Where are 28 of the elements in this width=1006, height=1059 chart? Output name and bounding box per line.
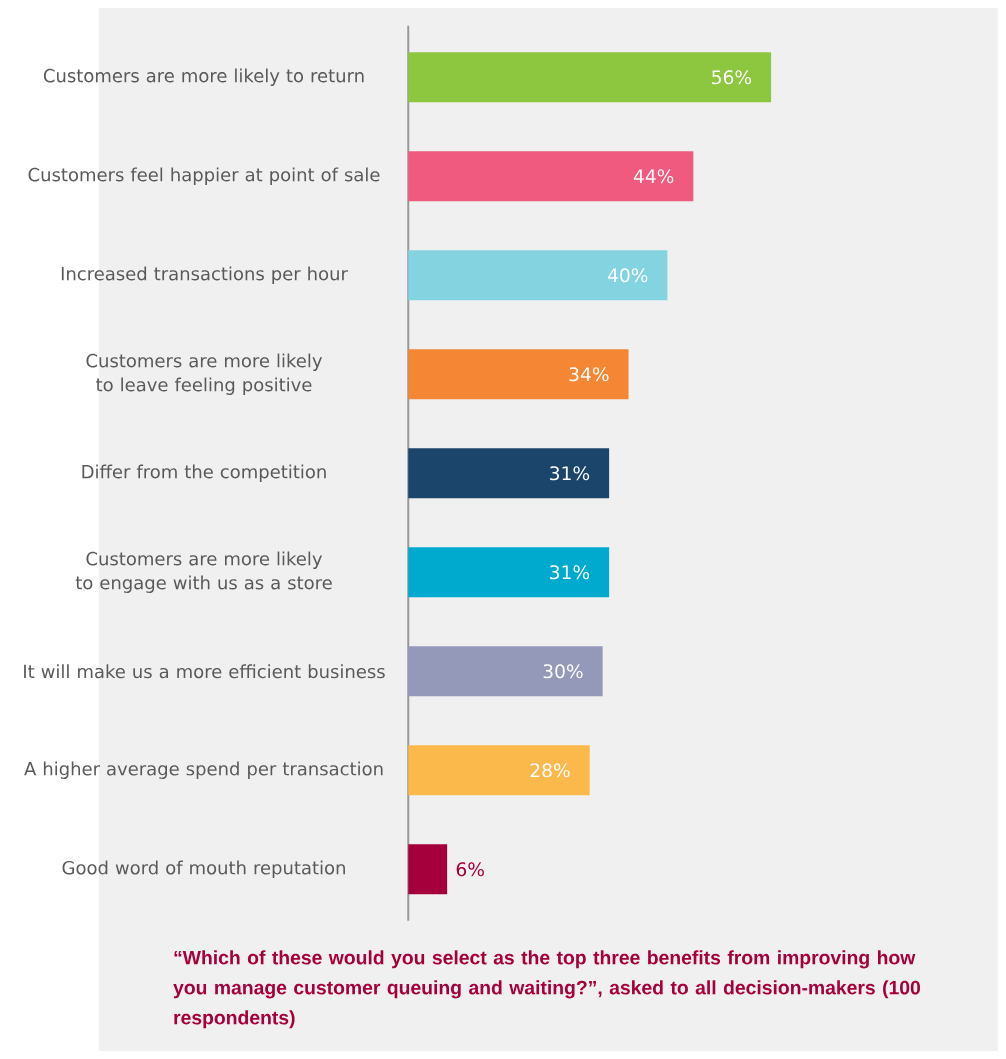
- data-label: 28%: [530, 763, 570, 778]
- text: “Which of these would you select as the top three benefits from improving how you manage customer queuing and waiting?”, asked to all decision-makers (100 respondents): [173, 950, 921, 1029]
- data-label: 30%: [543, 664, 583, 679]
- y-tick-label: Customers are more likely to leave feeling positive: [86, 353, 323, 395]
- y-tick-label: Customers feel happier at point of sale: [28, 167, 380, 185]
- y-tick-label: Customers are more likely to engage with us as a store: [75, 551, 332, 593]
- data-label: 56%: [712, 70, 752, 85]
- y-tick-label: Good word of mouth reputation: [62, 860, 346, 878]
- bar: [408, 448, 610, 499]
- data-label: 44%: [633, 169, 674, 184]
- y-tick-label: Customers are more likely to return: [44, 68, 364, 86]
- bar: [408, 844, 448, 895]
- bar: [408, 547, 610, 598]
- bar: [408, 349, 629, 400]
- data-label: 34%: [569, 367, 609, 382]
- bar: [408, 745, 590, 796]
- y-tick-label: It will make us a more efficient business: [24, 664, 385, 679]
- bar: [408, 646, 603, 697]
- bar: [408, 52, 772, 103]
- bar: [408, 151, 694, 202]
- data-label: 40%: [608, 268, 648, 283]
- y-tick-label: Differ from the competition: [82, 464, 326, 482]
- data-label: 31%: [550, 565, 590, 580]
- bar: [408, 250, 668, 301]
- y-tick-label: Increased transactions per hour: [61, 266, 348, 284]
- data-label: 31%: [550, 466, 590, 481]
- y-tick-label: A higher average spend per transaction: [24, 761, 383, 779]
- data-label: 6%: [456, 862, 485, 877]
